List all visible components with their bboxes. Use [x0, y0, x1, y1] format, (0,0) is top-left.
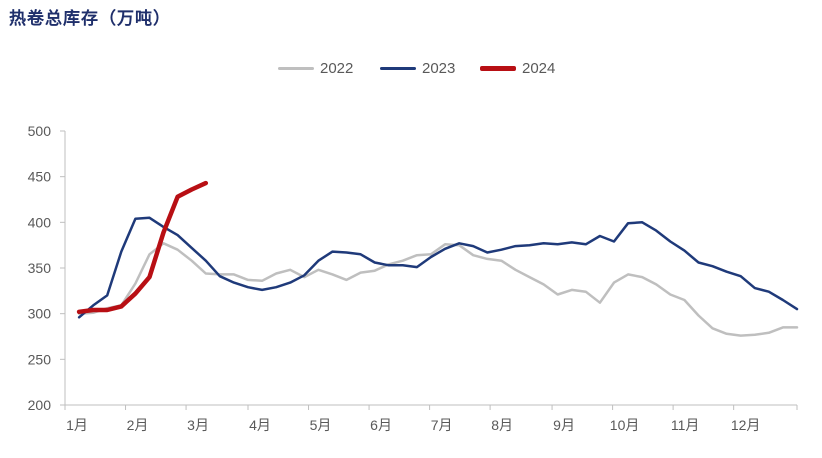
series-line-2022 — [77, 242, 799, 337]
series-line-2024 — [76, 180, 209, 315]
legend-label-2023: 2023 — [422, 59, 456, 77]
x-tick-label: 12月 — [731, 417, 761, 433]
legend: 2022 2023 2024 — [0, 56, 822, 80]
x-tick-label: 4月 — [249, 417, 271, 433]
y-tick-label: 350 — [28, 260, 52, 276]
x-tick-label: 6月 — [370, 417, 392, 433]
y-tick-label: 250 — [28, 351, 52, 367]
legend-label-2024: 2024 — [522, 59, 556, 77]
y-tick-label: 200 — [28, 397, 52, 413]
legend-item-2023: 2023 — [380, 56, 455, 80]
x-tick-label: 10月 — [610, 417, 640, 433]
y-tick-label: 300 — [28, 306, 52, 322]
y-tick-label: 400 — [28, 214, 52, 230]
series-line-2023 — [77, 216, 799, 319]
x-tick-label: 2月 — [127, 417, 149, 433]
legend-swatch-2022 — [278, 66, 314, 70]
legend-item-2022: 2022 — [278, 56, 353, 80]
x-tick-label: 11月 — [671, 417, 700, 433]
legend-item-2024: 2024 — [480, 56, 555, 80]
x-tick-label: 3月 — [187, 417, 209, 433]
legend-swatch-2023 — [380, 66, 416, 70]
x-tick-label: 8月 — [491, 417, 513, 433]
x-tick-label: 5月 — [310, 417, 332, 433]
chart-title: 热卷总库存（万吨） — [9, 9, 171, 29]
x-tick-label: 1月 — [66, 417, 88, 433]
legend-label-2022: 2022 — [320, 59, 354, 77]
legend-swatch-2024 — [480, 65, 516, 71]
x-tick-label: 7月 — [431, 417, 453, 433]
y-tick-label: 500 — [28, 123, 52, 139]
y-tick-label: 450 — [28, 169, 52, 185]
x-tick-label: 9月 — [553, 417, 575, 433]
